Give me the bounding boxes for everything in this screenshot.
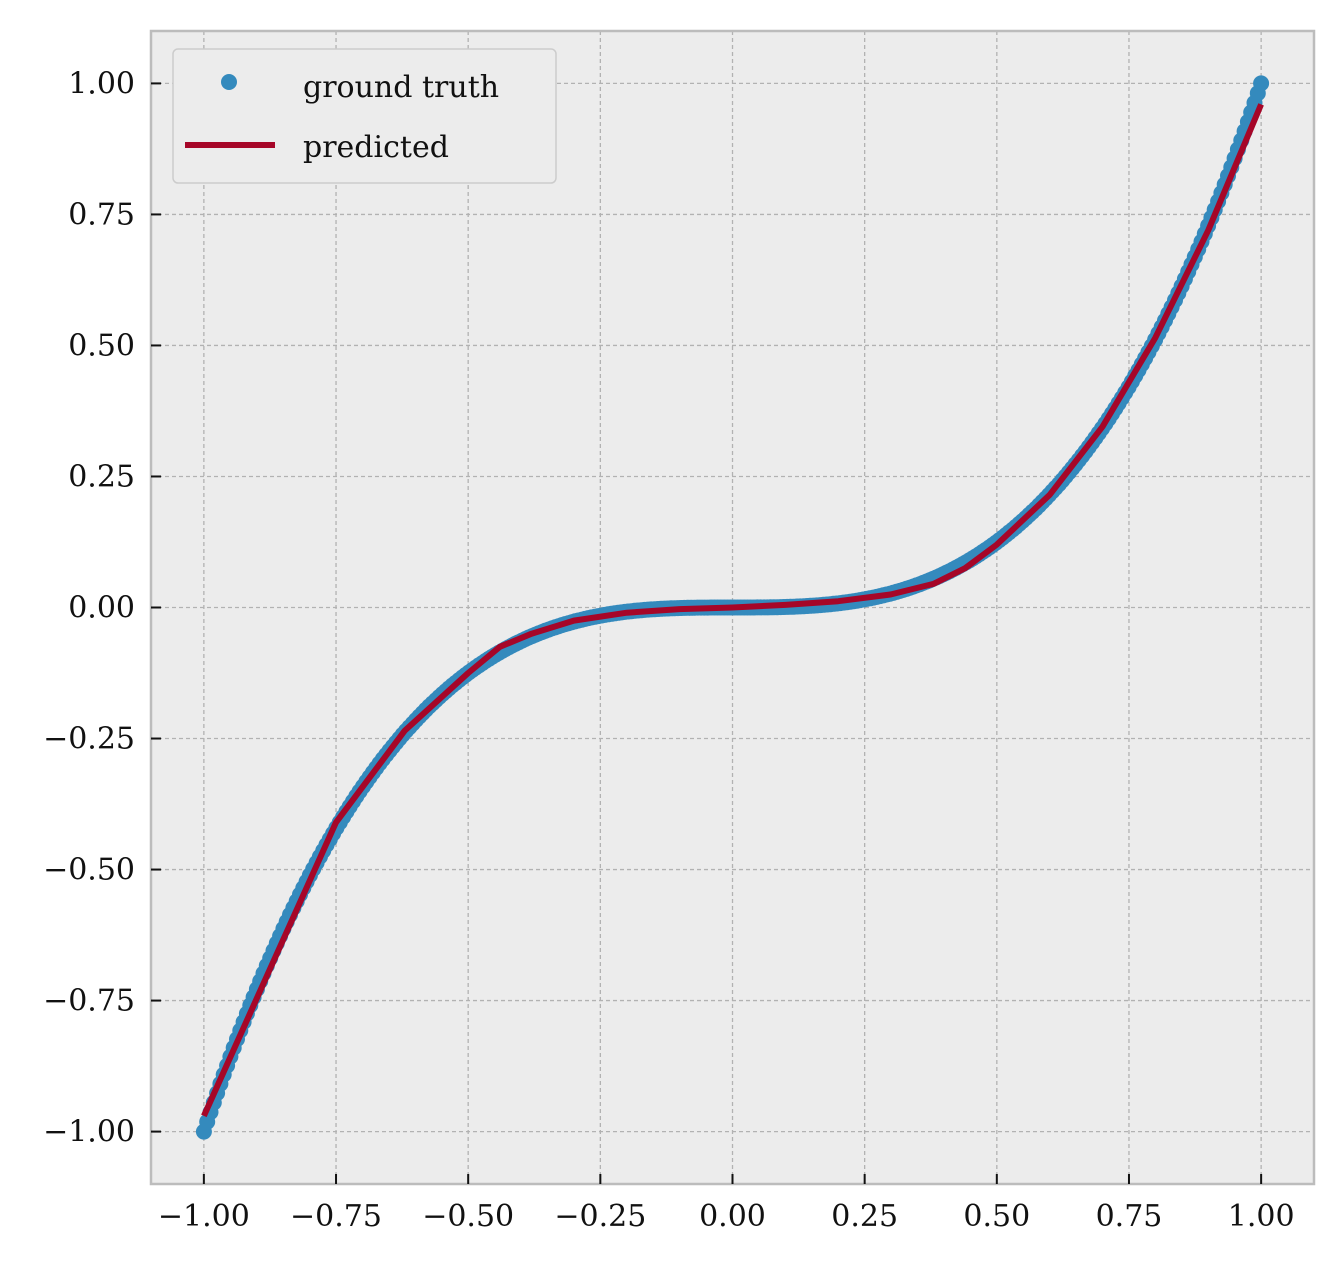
legend-marker-ground-truth [221, 74, 237, 90]
x-axis: −1.00 −0.75 −0.50 −0.25 0.00 0.25 0.50 0.75 1.00 [158, 1174, 1295, 1234]
grid [151, 31, 1314, 1184]
x-tick-label: 1.00 [1228, 1199, 1295, 1234]
predicted-line [201, 103, 1264, 1118]
y-tick-label: 0.75 [68, 197, 135, 232]
y-tick-label: 0.00 [68, 591, 135, 626]
x-tick-label: 0.25 [831, 1199, 898, 1234]
x-tick-label: 0.75 [1096, 1199, 1163, 1234]
legend-box [172, 48, 557, 184]
ground-truth-point [1253, 75, 1270, 92]
legend-label-ground-truth: ground truth [303, 70, 499, 105]
x-tick-label: −0.75 [290, 1199, 382, 1234]
x-tick-label: −0.25 [554, 1199, 646, 1234]
x-tick-label: −0.50 [422, 1199, 514, 1234]
predicted-series [201, 103, 1264, 1118]
y-tick-label: −0.75 [43, 984, 135, 1019]
y-tick-label: 0.25 [68, 459, 135, 494]
x-tick-label: 0.00 [699, 1199, 766, 1234]
legend: ground truth predicted [172, 48, 557, 184]
y-tick-label: 0.50 [68, 328, 135, 363]
x-tick-label: −1.00 [158, 1199, 250, 1234]
y-tick-label: −0.50 [43, 853, 135, 888]
y-tick-label: −1.00 [43, 1115, 135, 1150]
y-tick-label: −0.25 [43, 722, 135, 757]
legend-label-predicted: predicted [303, 130, 449, 165]
x-tick-label: 0.50 [963, 1199, 1030, 1234]
y-tick-label: 1.00 [68, 66, 135, 101]
y-axis: 1.00 0.75 0.50 0.25 0.00 −0.25 −0.50 −0.75 −1.00 [43, 66, 161, 1150]
